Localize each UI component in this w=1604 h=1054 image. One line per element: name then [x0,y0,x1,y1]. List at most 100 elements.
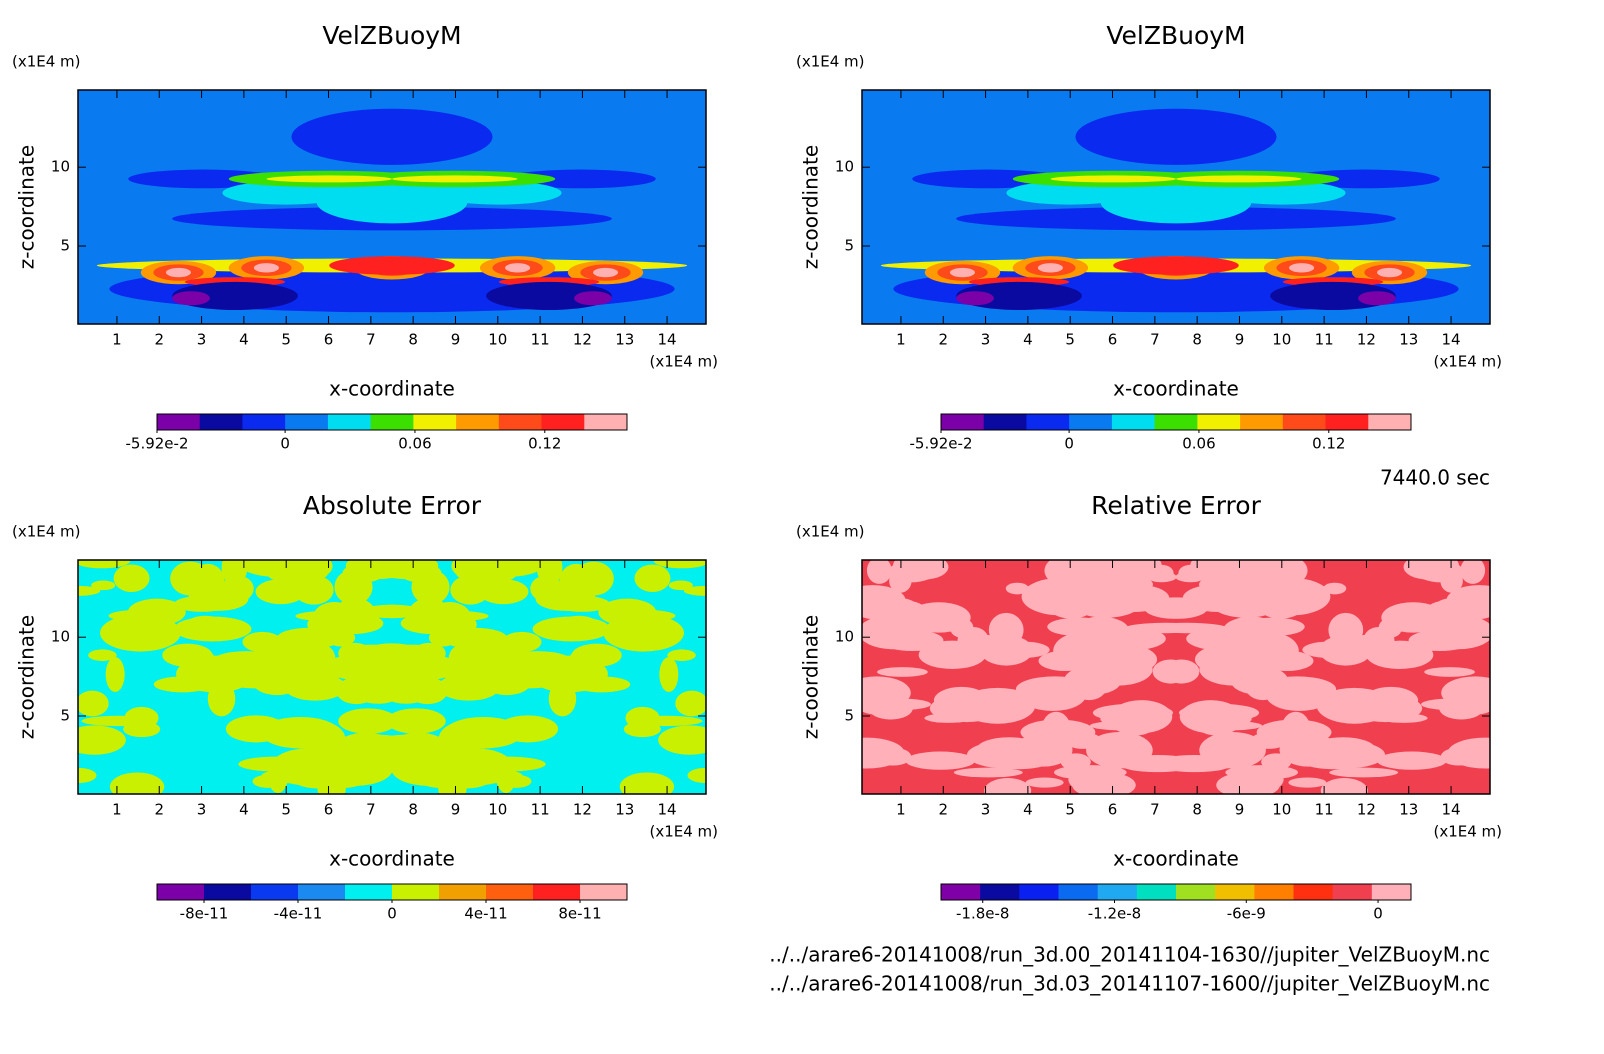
contour-region [1281,711,1311,747]
plot-frame [861,559,1491,795]
contour-region [889,568,912,593]
x-tick-label: 12 [573,801,592,819]
contour-field [862,560,1490,794]
contour-region [88,649,117,661]
contour-region [530,575,563,602]
y-axis-label: z-coordinate [15,615,39,739]
x-tick-label: 9 [1235,331,1245,349]
contour-region [1379,713,1428,723]
contour-region [683,585,706,596]
colorbar-swatch [1293,884,1334,900]
contour-region [1230,666,1288,695]
contour-region [658,725,706,755]
contour-field [862,90,1490,324]
colorbar-swatch [1176,884,1216,900]
contour-region [1302,641,1353,658]
x-tick-label: 8 [1192,801,1202,819]
colorbar-swatch [1026,414,1070,430]
contour-region [450,575,490,605]
contour-region [174,595,230,612]
contour-region [659,656,679,692]
x-tick-label: 9 [1235,801,1245,819]
contour-region [252,774,284,788]
contour-region [1460,560,1486,584]
contour-region [363,643,425,675]
x-tick-label: 6 [324,801,334,819]
chart-title: Absolute Error [303,491,482,520]
contour-region [634,564,671,593]
contour-region [1320,778,1368,794]
contour-region [949,267,976,278]
x-tick-label: 6 [324,331,334,349]
contour-region [334,569,373,605]
colorbar-swatch [392,884,440,900]
colorbar-swatch [413,414,457,430]
contour-region [906,602,971,633]
colorbar-frame [940,883,1412,901]
x-tick-label: 2 [154,801,164,819]
x-tick-label: 5 [1065,801,1075,819]
contour-region [977,698,1001,716]
x-unit: (x1E4 m) [1433,353,1502,371]
contour-region [880,629,944,652]
contour-region [1408,629,1472,652]
contour-region [653,560,706,569]
contour-region [435,181,562,205]
contour-field [78,90,706,324]
colorbar-swatch [439,884,487,900]
colorbar-swatch [345,884,393,900]
colorbar-frame [940,413,1412,431]
x-tick-label: 8 [408,801,418,819]
contour-region [266,175,392,183]
contour-region [78,690,109,717]
plot-frame [77,89,707,325]
y-tick-label: 5 [844,707,854,725]
contour-region [667,649,696,661]
x-tick-label: 4 [239,331,249,349]
x-tick-label: 4 [239,801,249,819]
contour-region [619,772,675,794]
y-axis-label: z-coordinate [799,145,823,269]
contour-region [1054,576,1085,592]
colorbar-swatch [980,884,1020,900]
contour-region [378,672,435,704]
colorbar-swatch [1368,414,1412,430]
colorbar-swatch [157,414,201,430]
contour-region [905,751,976,770]
contour-region [1179,700,1242,734]
colorbar-swatch [486,884,534,900]
contour-region [1202,737,1235,763]
colorbar-label: 0.06 [398,435,431,453]
colorbar-frame [156,413,628,431]
chart-title: VelZBuoyM [1106,21,1245,50]
colorbar-label: -5.92e-2 [910,435,973,453]
contour-field [78,560,706,794]
colorbar-swatch [157,884,205,900]
contour-region [1084,626,1166,651]
x-tick-label: 3 [197,801,207,819]
contour-region [1006,181,1133,205]
colorbar-swatch [1111,414,1156,430]
contour-region [1186,626,1268,651]
contour-region [91,580,116,591]
colorbar-swatch [242,414,286,430]
contour-region [329,256,455,275]
contour-region [473,762,504,778]
contour-region [253,263,279,273]
contour-region [1376,751,1447,770]
colorbar-swatch [327,414,372,430]
x-tick-label: 2 [938,331,948,349]
x-tick-label: 10 [1272,331,1291,349]
contour-region [1366,640,1434,670]
contour-region [866,560,892,584]
contour-region [1050,175,1176,183]
x-tick-label: 4 [1023,801,1033,819]
contour-region [505,169,656,189]
colorbar-swatch [1332,884,1373,900]
contour-region [360,717,391,731]
y-tick-label: 5 [60,707,70,725]
x-tick-label: 1 [896,331,906,349]
colorbar-swatch [251,884,299,900]
contour-region [1085,560,1162,580]
contour-region [1267,576,1298,592]
